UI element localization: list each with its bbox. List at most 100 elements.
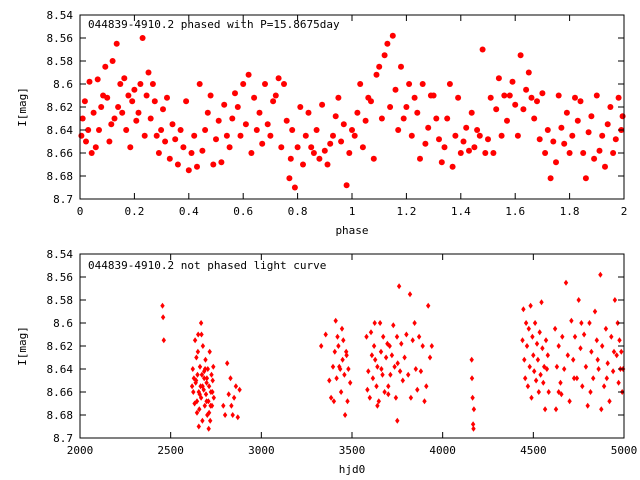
phased-data-point: [536, 136, 543, 143]
phased-data-point: [297, 104, 304, 110]
unphased-data-point: [205, 366, 210, 372]
phased-data-point: [248, 150, 255, 156]
phased-data-point: [104, 94, 111, 101]
phased-data-point: [558, 124, 565, 131]
unphased-data-point: [540, 345, 545, 352]
phased-y-axis-label: I[mag]: [16, 87, 29, 127]
phased-data-point: [96, 127, 102, 133]
unphased-data-point: [330, 363, 336, 370]
phased-data-point: [542, 150, 549, 156]
unphased-data-point: [572, 333, 578, 340]
unphased-data-point: [335, 333, 340, 340]
unphased-data-point: [344, 352, 349, 359]
phased-data-point: [591, 155, 598, 162]
unphased-data-point: [391, 322, 396, 329]
phased-data-point: [259, 140, 266, 147]
phased-data-point: [563, 109, 570, 116]
unphased-data-point: [380, 371, 385, 378]
unphased-data-point: [580, 383, 585, 390]
phased-x-tick-label: 1.2: [396, 205, 416, 218]
phased-x-ticks: 0 0.2 0.4 0.6 0.8 1 1.2 1.4 1.6 1.8 2: [77, 15, 627, 218]
unphased-data-point: [204, 398, 209, 405]
unphased-data-point: [198, 320, 204, 326]
phased-data-point: [251, 94, 258, 101]
phased-x-tick-label: 0: [77, 205, 84, 218]
phased-data-point: [119, 109, 126, 116]
unphased-data-point: [571, 375, 577, 382]
phased-data-point: [275, 75, 282, 82]
phased-data-point: [593, 92, 600, 99]
phased-data-point: [381, 52, 388, 59]
unphased-data-point: [332, 348, 337, 355]
unphased-data-point: [194, 409, 200, 416]
phased-data-point: [278, 144, 285, 151]
unphased-data-point: [556, 343, 561, 349]
unphased-data-point: [397, 368, 403, 375]
phased-data-point: [129, 98, 136, 105]
unphased-data-point: [539, 299, 544, 306]
unphased-data-point: [199, 371, 205, 378]
phased-points: [78, 32, 626, 191]
phased-data-point: [149, 81, 156, 87]
unphased-data-point: [569, 317, 574, 324]
unphased-data-point: [209, 371, 214, 378]
unphased-data-point: [533, 377, 539, 384]
unphased-data-point: [532, 368, 537, 375]
unphased-data-point: [366, 368, 371, 375]
unphased-data-point: [210, 377, 215, 384]
unphased-data-point: [342, 371, 347, 378]
unphased-data-point: [211, 363, 216, 370]
unphased-data-point: [388, 371, 393, 378]
unphased-data-point: [563, 279, 569, 286]
phased-data-point: [566, 150, 573, 156]
phased-data-point: [90, 109, 97, 116]
unphased-data-point: [319, 343, 324, 349]
unphased-data-point: [552, 325, 558, 332]
unphased-data-point: [583, 363, 589, 370]
phased-data-point: [487, 94, 494, 101]
phased-data-point: [493, 106, 500, 113]
unphased-data-point: [206, 383, 212, 390]
unphased-data-point: [559, 391, 564, 398]
phased-data-point: [78, 132, 85, 139]
phased-data-point: [223, 132, 230, 139]
phased-y-tick-label: 8.66: [47, 147, 74, 160]
unphased-data-point: [395, 360, 400, 367]
unphased-data-point: [406, 371, 411, 378]
unphased-data-point: [591, 375, 596, 382]
phased-data-point: [256, 109, 263, 116]
phased-x-tick-label: 0.2: [124, 205, 144, 218]
phased-x-tick-label: 1.8: [560, 205, 580, 218]
unphased-data-point: [553, 406, 559, 413]
phased-data-point: [302, 132, 309, 139]
unphased-data-point: [599, 406, 604, 413]
unphased-data-point: [228, 375, 233, 382]
phased-data-point: [177, 127, 184, 133]
unphased-data-point: [340, 356, 345, 363]
unphased-data-point: [333, 317, 338, 324]
phased-data-point: [572, 94, 578, 101]
phased-data-point: [267, 132, 274, 139]
unphased-data-point: [345, 398, 350, 405]
phased-data-point: [398, 63, 404, 70]
unphased-data-point: [338, 389, 344, 395]
phased-data-point: [113, 40, 120, 47]
unphased-data-point: [469, 356, 474, 363]
phased-data-point: [411, 94, 418, 101]
unphased-data-point: [541, 379, 546, 386]
unphased-data-point: [192, 337, 198, 344]
phased-data-point: [550, 138, 557, 145]
phased-data-point: [123, 127, 130, 133]
unphased-data-point: [323, 331, 328, 338]
unphased-data-point: [404, 331, 409, 338]
phased-data-point: [485, 136, 491, 143]
phased-data-point: [569, 132, 576, 139]
unphased-data-point: [197, 406, 202, 413]
unphased-data-point: [392, 363, 397, 370]
phased-data-point: [127, 144, 134, 151]
unphased-data-point: [376, 398, 381, 405]
unphased-data-point: [381, 333, 386, 340]
phased-data-point: [384, 40, 391, 47]
phased-x-tick-label: 0.6: [233, 205, 253, 218]
unphased-data-point: [387, 343, 392, 349]
